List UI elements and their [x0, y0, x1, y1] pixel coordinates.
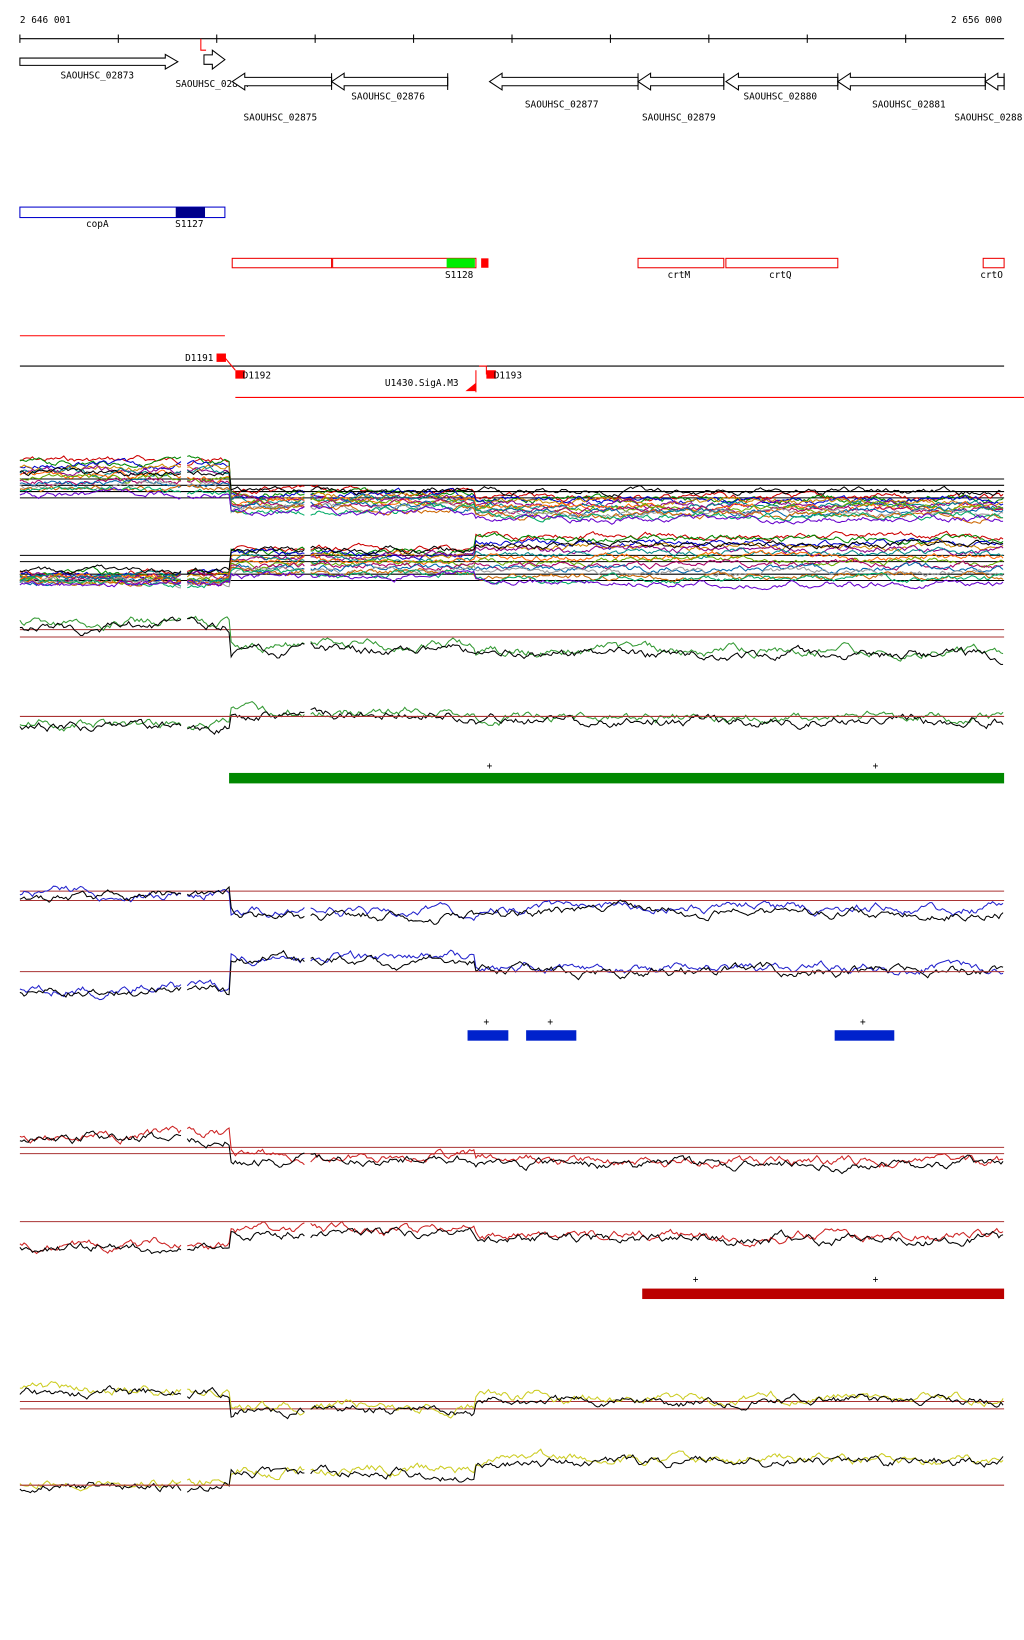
strand-bar — [834, 1030, 895, 1041]
gene-label: SAOUHSC_02873 — [60, 70, 134, 81]
ruler-start: 2 646 001 — [20, 15, 71, 26]
trace — [19, 1226, 1004, 1255]
trace — [19, 1454, 1004, 1494]
trace — [19, 1380, 1004, 1419]
gene-arrow — [19, 53, 179, 70]
trace — [19, 557, 1004, 587]
feature-label: S1127 — [175, 219, 203, 230]
feature — [637, 257, 725, 269]
junction — [200, 38, 207, 51]
feature — [481, 258, 489, 268]
segment-box — [235, 370, 245, 379]
gene-arrow — [488, 72, 639, 91]
feature-label: crtM — [667, 270, 690, 281]
segment-box — [216, 353, 226, 362]
trace — [19, 457, 1004, 506]
feature — [175, 207, 206, 218]
gene-arrow — [984, 72, 1005, 91]
feature-label: crtO — [980, 270, 1003, 281]
trace — [19, 546, 1004, 583]
trace — [19, 487, 1004, 525]
strand-bar — [526, 1030, 577, 1041]
strand-bar — [642, 1288, 1005, 1300]
feature — [332, 257, 477, 269]
gene-label: SAOUHSC_02879 — [642, 112, 716, 123]
trace — [19, 570, 1004, 591]
feature-label: copA — [86, 219, 109, 230]
strand-bar — [229, 772, 1005, 784]
gene-label: SAOUHSC_0288 — [954, 112, 1022, 123]
gene-arrow — [330, 72, 449, 91]
gene-arrow — [203, 49, 226, 71]
strand-bar — [467, 1030, 509, 1041]
trace — [19, 1385, 1004, 1420]
strand-mark: + — [547, 1017, 553, 1028]
trace — [19, 885, 1004, 925]
trace — [19, 567, 1004, 589]
segment-box — [486, 370, 496, 379]
gene-label: SAOUHSC_02875 — [244, 112, 318, 123]
trace — [19, 1130, 1004, 1175]
feature — [982, 257, 1005, 269]
segment-label: D1192 — [243, 371, 271, 382]
segment-box — [465, 382, 476, 392]
feature — [446, 258, 475, 268]
ruler-end: 2 656 000 — [951, 15, 1002, 26]
trace — [19, 538, 1004, 575]
feature — [231, 257, 333, 269]
strand-mark: + — [484, 1017, 490, 1028]
gene-arrow — [231, 72, 333, 91]
feature-label: S1128 — [445, 270, 474, 281]
trace — [19, 1448, 1004, 1492]
gene-arrow — [637, 72, 725, 91]
gene-label: SAOUHSC_02880 — [743, 91, 817, 102]
gene-label: SAOUHSC_02876 — [351, 91, 425, 102]
gene-arrow — [836, 72, 986, 91]
gene-label: SAOUHSC_02881 — [872, 100, 946, 111]
trace — [19, 949, 1004, 1001]
trace — [19, 949, 1004, 998]
segment-label: U1430.SigA.M3 — [385, 378, 459, 389]
segment-label: D1191 — [185, 353, 214, 364]
segment-label: D1193 — [494, 371, 522, 382]
feature-label: crtQ — [769, 270, 792, 281]
trace — [19, 467, 1004, 498]
feature — [725, 257, 839, 269]
gene-arrow — [724, 72, 839, 91]
trace — [19, 885, 1004, 922]
strand-mark: + — [487, 761, 493, 772]
strand-mark: + — [693, 1274, 699, 1285]
gene-label: SAOUHSC_02874 — [176, 79, 250, 90]
feature — [19, 206, 226, 219]
trace — [19, 616, 1004, 666]
gene-label: SAOUHSC_02877 — [525, 100, 599, 111]
strand-mark: + — [873, 761, 879, 772]
trace — [19, 707, 1004, 735]
strand-mark: + — [873, 1274, 879, 1285]
strand-mark: + — [860, 1017, 866, 1028]
